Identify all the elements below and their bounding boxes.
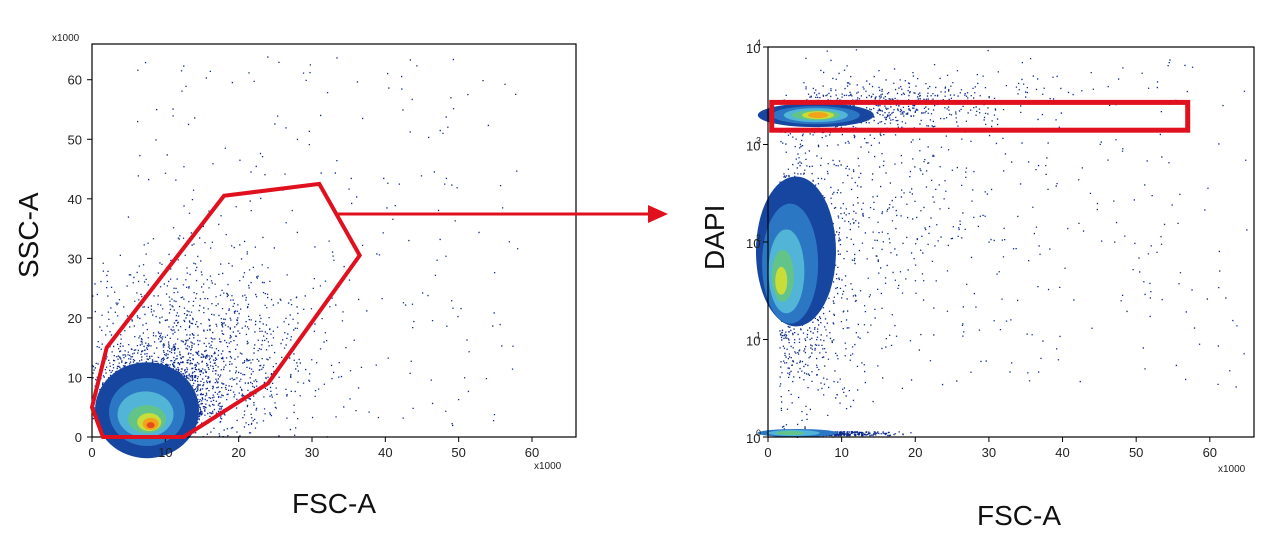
right-floor-density-level xyxy=(776,431,805,435)
x-tick-label: 10 xyxy=(158,445,172,460)
left-x-multiplier: x1000 xyxy=(534,461,562,472)
right-x-ticks: 0 10 20 30 40 50 60 xyxy=(764,437,1217,460)
x-tick-label: 50 xyxy=(1129,445,1143,460)
y-tick-label: 50 xyxy=(68,132,82,147)
left-y-axis-label: SSC-A xyxy=(13,192,44,278)
x-tick-label: 10 xyxy=(834,445,848,460)
y-tick-label: 10 xyxy=(746,41,760,56)
y-tick-label: 0 xyxy=(75,430,82,445)
y-tick-label: 40 xyxy=(68,192,82,207)
left-plot-frame xyxy=(91,43,577,438)
y-tick-label: 10 xyxy=(68,370,82,385)
right-band-density-level xyxy=(808,112,829,119)
x-tick-label: 40 xyxy=(1055,445,1069,460)
left-density-level xyxy=(146,422,155,429)
x-tick-label: 0 xyxy=(88,445,95,460)
y-tick-exponent: 1 xyxy=(756,331,761,341)
right-gate-rectangle[interactable] xyxy=(769,99,1191,133)
left-x-axis-label: FSC-A xyxy=(292,488,376,519)
x-tick-label: 30 xyxy=(982,445,996,460)
left-y-ticks: 0 10 20 30 40 50 60 xyxy=(68,73,92,445)
x-tick-label: 30 xyxy=(305,445,319,460)
y-tick-label: 20 xyxy=(68,311,82,326)
left-density-contours xyxy=(95,362,199,459)
left-y-multiplier: x1000 xyxy=(52,33,80,44)
right-y-axis-label: DAPI xyxy=(699,205,730,270)
right-cloud-density-level xyxy=(775,266,788,295)
y-tick-label: 10 xyxy=(746,139,760,154)
arrow-head xyxy=(648,205,668,223)
left-gate-polygon[interactable] xyxy=(89,181,363,439)
y-tick-exponent: 2 xyxy=(756,233,761,243)
y-tick-label: 60 xyxy=(68,73,82,88)
y-tick-label: 30 xyxy=(68,251,82,266)
x-tick-label: 50 xyxy=(451,445,465,460)
y-tick-label: 10 xyxy=(746,431,760,446)
x-tick-label: 60 xyxy=(1203,445,1217,460)
right-x-multiplier: x1000 xyxy=(1218,464,1246,475)
right-density-contours xyxy=(755,103,874,437)
left-x-ticks: 0 10 20 30 40 50 60 xyxy=(88,437,539,460)
x-tick-label: 20 xyxy=(908,445,922,460)
y-tick-label: 10 xyxy=(746,236,760,251)
y-tick-exponent: 3 xyxy=(756,136,761,146)
x-tick-label: 20 xyxy=(231,445,245,460)
right-x-axis-label: FSC-A xyxy=(977,500,1061,531)
gate-arrow xyxy=(338,205,668,223)
x-tick-label: 60 xyxy=(525,445,539,460)
y-tick-exponent: 0 xyxy=(756,428,761,438)
x-tick-label: 40 xyxy=(378,445,392,460)
y-tick-label: 10 xyxy=(746,334,760,349)
y-tick-exponent: 4 xyxy=(756,38,761,48)
x-tick-label: 0 xyxy=(764,445,771,460)
